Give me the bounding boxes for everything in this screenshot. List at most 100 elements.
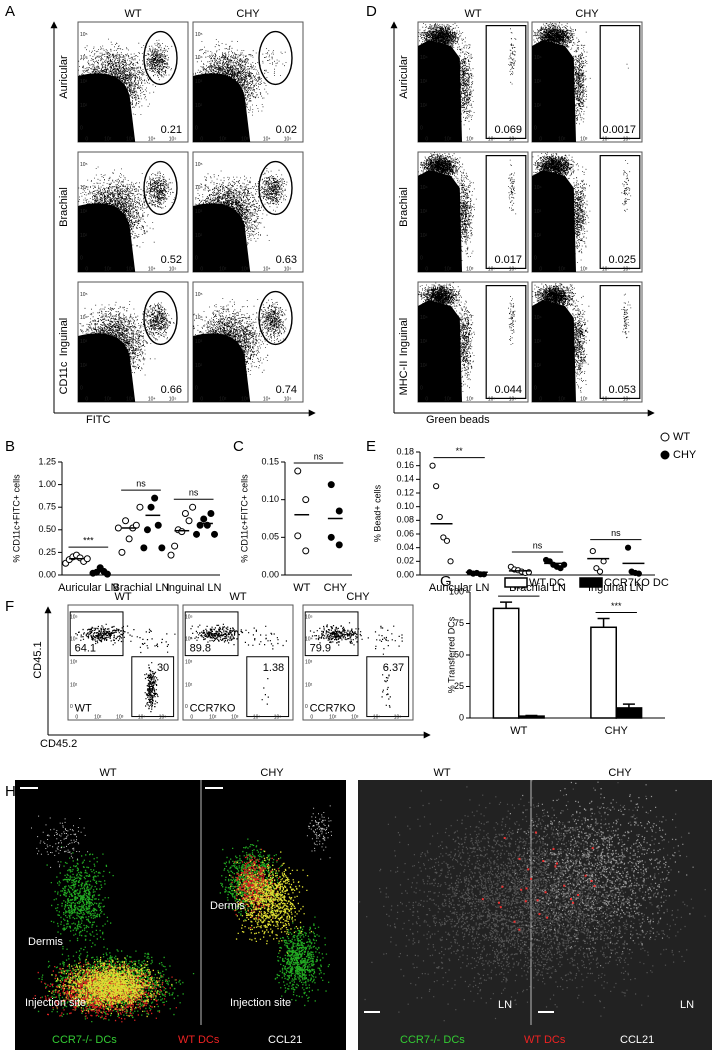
- axis-tick-label: 10⁵: [185, 614, 193, 620]
- axis-tick-label: 10⁴: [195, 55, 203, 61]
- significance-label: ***: [611, 601, 622, 611]
- axis-label: Inguinal: [58, 318, 70, 357]
- legend-entry: WT DCs: [524, 1034, 566, 1046]
- data-point: [294, 532, 302, 540]
- gate: [485, 25, 527, 140]
- axis-tick-label: 10²: [80, 233, 88, 239]
- axis-tick-label: 0: [425, 266, 428, 272]
- axis-tick-label: 10⁵: [284, 266, 292, 272]
- axis-tick-label: 10³: [305, 659, 313, 665]
- gate-label: WT: [75, 702, 92, 714]
- error-bar: [597, 617, 610, 628]
- image-labels: WT CHY Dermis Injection site Dermis Inje…: [25, 767, 694, 1046]
- dense-population: [532, 40, 576, 142]
- y-tick-label: 0.00: [261, 569, 279, 579]
- axis-tick-label: 10⁵: [509, 266, 517, 272]
- axis-tick-label: 0: [195, 386, 198, 392]
- axis-tick-label: 10⁴: [420, 185, 428, 191]
- axis-tick-label: 10³: [420, 339, 428, 345]
- gate: [599, 155, 641, 270]
- axis-tick-label: 0: [534, 256, 537, 262]
- panel-label: C: [233, 438, 244, 455]
- legend-entry: CCL21: [268, 1034, 302, 1046]
- plot-frame: [302, 604, 414, 721]
- legend-marker: [504, 577, 528, 588]
- significance-label: ns: [611, 528, 621, 538]
- axis-tick-label: 10³: [580, 136, 588, 142]
- axis-tick-label: 0: [539, 266, 542, 272]
- column-header: WT: [464, 8, 481, 20]
- significance-label: ns: [136, 479, 146, 489]
- axis-tick-label: 10⁵: [534, 292, 542, 298]
- axis-tick-label: 10²: [305, 682, 313, 688]
- gate: [485, 155, 527, 270]
- axis-tick-label: 10⁵: [284, 136, 292, 142]
- gate-value: 1.38: [263, 662, 284, 674]
- significance-label: ns: [533, 540, 543, 550]
- legend-entry: CHY: [673, 449, 697, 461]
- axis-tick-label: 0: [195, 256, 198, 262]
- dense-population: [78, 73, 136, 142]
- axis-tick-label: 10³: [185, 659, 193, 665]
- significance-label: **: [456, 446, 464, 456]
- gate: [599, 25, 641, 140]
- gate: [246, 656, 290, 718]
- data-point: [557, 565, 564, 572]
- axis-tick-label: 0: [534, 126, 537, 132]
- axis-tick-label: 10⁴: [534, 55, 542, 61]
- data-point: [433, 483, 440, 490]
- dot-cloud: [359, 780, 706, 1022]
- dot-cloud: [78, 38, 173, 125]
- axis-tick-label: 10²: [185, 682, 193, 688]
- axis-tick-label: 0: [534, 386, 537, 392]
- axis-tick-label: 10⁴: [305, 636, 313, 642]
- axis-tick-label: 0: [425, 396, 428, 402]
- dot-cloud: [418, 282, 516, 392]
- data-point: [171, 542, 179, 550]
- axis-tick-label: 10⁵: [195, 162, 203, 168]
- x-tick-label: Auricular LN: [58, 582, 119, 594]
- axis-tick-label: 10²: [209, 714, 217, 720]
- axis-tick-label: 10⁵: [169, 396, 177, 402]
- gate-value: 0.21: [161, 124, 182, 136]
- significance-label: ***: [83, 535, 94, 545]
- axis-label: MHC-II: [398, 361, 410, 396]
- gate-value: 89.8: [190, 643, 211, 655]
- y-tick-label: 0.12: [396, 487, 414, 497]
- axis-tick-label: 10⁵: [80, 32, 88, 38]
- column-header: WT: [114, 591, 131, 603]
- column-header: WT: [99, 767, 116, 779]
- data-point: [189, 503, 197, 511]
- axis-tick-label: 10⁴: [488, 396, 496, 402]
- data-point: [211, 530, 219, 538]
- data-point: [443, 537, 451, 544]
- dot-cloud: [533, 22, 629, 130]
- gate-label: CCR7KO: [310, 702, 356, 714]
- data-point: [151, 494, 159, 502]
- dot-cloud: [509, 781, 694, 967]
- axis-tick-label: 0: [85, 266, 88, 272]
- axis-tick-label: 10²: [104, 266, 112, 272]
- x-tick-label: Inguinal LN: [166, 582, 222, 594]
- data-point: [624, 544, 632, 551]
- significance-label: ***: [513, 584, 524, 594]
- axis-tick-label: 0: [420, 386, 423, 392]
- gate-value: 0.74: [276, 384, 297, 396]
- data-point: [635, 570, 642, 577]
- micrographs: [15, 780, 712, 1050]
- y-tick-label: 0.14: [396, 474, 414, 484]
- axis-tick-label: 10²: [104, 396, 112, 402]
- axis-tick-label: 10⁴: [488, 136, 496, 142]
- axis-tick-label: 10⁴: [195, 315, 203, 321]
- dense-population: [532, 300, 576, 402]
- dot-cloud: [32, 848, 280, 1023]
- image-i: [358, 780, 712, 1050]
- gate: [599, 285, 641, 400]
- axis-tick-label: 10²: [444, 136, 452, 142]
- axis-tick-label: 10⁴: [488, 266, 496, 272]
- axis-label: Brachial: [398, 187, 410, 227]
- panel-label: F: [5, 598, 14, 615]
- axis-tick-label: 10²: [195, 363, 203, 369]
- axis-tick-label: 10³: [126, 266, 134, 272]
- axis-tick-label: 10³: [231, 714, 239, 720]
